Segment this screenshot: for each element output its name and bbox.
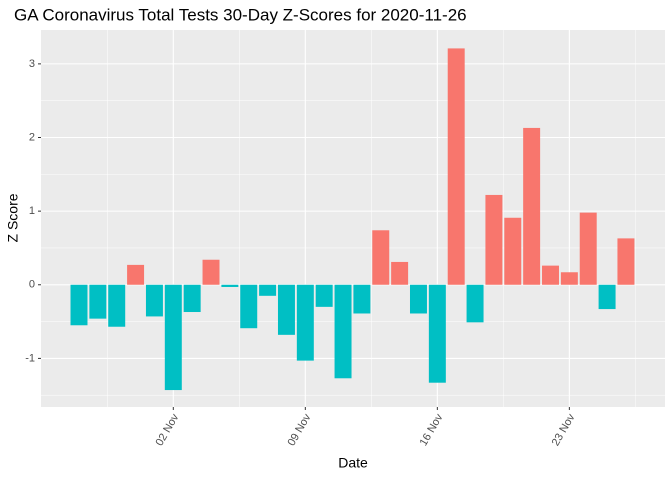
x-axis-title: Date (338, 455, 368, 471)
y-tick-label: 0 (29, 279, 35, 291)
bar (353, 284, 371, 314)
bar (334, 284, 352, 379)
bar (523, 127, 541, 285)
bar (89, 284, 107, 319)
chart-title: GA Coronavirus Total Tests 30-Day Z-Scor… (14, 5, 467, 24)
x-tick-label: 23 Nov (550, 412, 578, 449)
bar (560, 272, 578, 285)
x-tick-label: 09 Nov (286, 412, 314, 449)
bar (315, 284, 333, 307)
bar (108, 284, 126, 327)
y-tick-label: 2 (29, 131, 35, 143)
bar (617, 238, 635, 285)
bar (277, 284, 295, 335)
bar (202, 259, 220, 285)
bar (579, 212, 597, 285)
bar (183, 284, 201, 313)
bar (127, 264, 145, 285)
x-tick-label: 16 Nov (418, 412, 446, 449)
bar (259, 284, 277, 296)
y-axis-title: Z Score (5, 193, 21, 242)
bar (409, 284, 427, 314)
x-tick-label: 02 Nov (154, 412, 182, 449)
bar (296, 284, 314, 361)
bar (221, 284, 239, 287)
bar (598, 284, 616, 310)
bar (542, 265, 559, 285)
bar (447, 48, 465, 285)
y-tick-label: -1 (25, 352, 35, 364)
bar (145, 284, 163, 317)
bar (504, 217, 522, 285)
y-tick-label: 1 (29, 205, 35, 217)
bar (164, 284, 182, 391)
bar (372, 230, 390, 285)
y-tick-label: 3 (29, 58, 35, 70)
bar (485, 194, 503, 285)
panel (41, 30, 665, 407)
bar (466, 284, 484, 323)
bar (70, 284, 88, 326)
bar (428, 284, 446, 383)
bar (391, 261, 409, 285)
bar (240, 284, 258, 329)
